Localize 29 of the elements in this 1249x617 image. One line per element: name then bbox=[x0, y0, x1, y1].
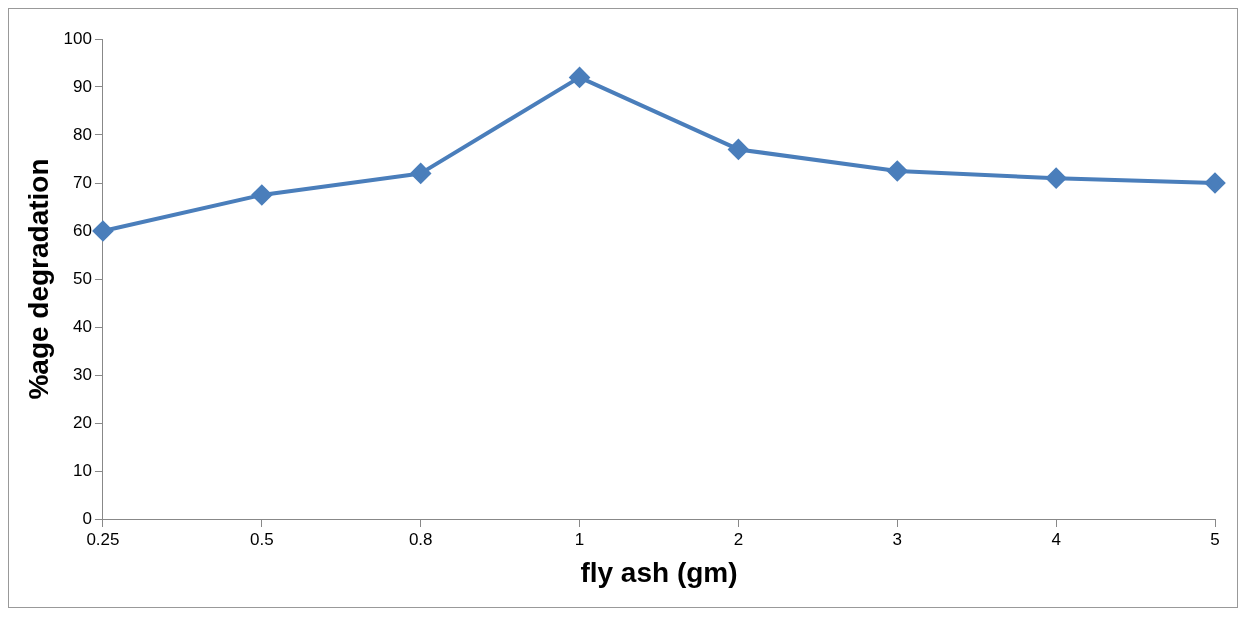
y-tick-label: 80 bbox=[73, 124, 92, 144]
point bbox=[410, 163, 431, 184]
point bbox=[1046, 168, 1067, 189]
x-tick-label: 0.5 bbox=[250, 529, 274, 549]
y-tick-label: 30 bbox=[73, 364, 92, 384]
y-axis-title: %age degradation bbox=[22, 158, 54, 400]
y-tick-label: 100 bbox=[63, 28, 92, 48]
x-tick-label: 5 bbox=[1210, 529, 1220, 549]
y-tick-label: 50 bbox=[73, 268, 92, 288]
y-tick-label: 20 bbox=[73, 412, 92, 432]
point bbox=[251, 185, 272, 205]
point bbox=[1205, 173, 1225, 193]
x-axis-title: fly ash (gm) bbox=[580, 556, 738, 588]
y-tick-label: 10 bbox=[73, 460, 92, 480]
x-tick-label: 0.8 bbox=[408, 529, 433, 549]
y-tick-label: 70 bbox=[73, 172, 92, 192]
x-tick-label: 3 bbox=[892, 529, 903, 549]
point bbox=[569, 67, 590, 88]
x-tick-label: 1 bbox=[574, 529, 585, 549]
x-tick-label: 0.25 bbox=[86, 529, 120, 549]
x-tick-label: 2 bbox=[733, 529, 744, 549]
x-tick-label: 4 bbox=[1051, 529, 1061, 549]
y-tick-label: 40 bbox=[73, 316, 92, 336]
y-tick-label: 60 bbox=[73, 220, 92, 240]
point bbox=[728, 139, 749, 160]
y-tick-label: 90 bbox=[73, 76, 92, 96]
point bbox=[92, 221, 113, 241]
point bbox=[887, 161, 908, 181]
y-tick-label: 0 bbox=[82, 508, 92, 528]
